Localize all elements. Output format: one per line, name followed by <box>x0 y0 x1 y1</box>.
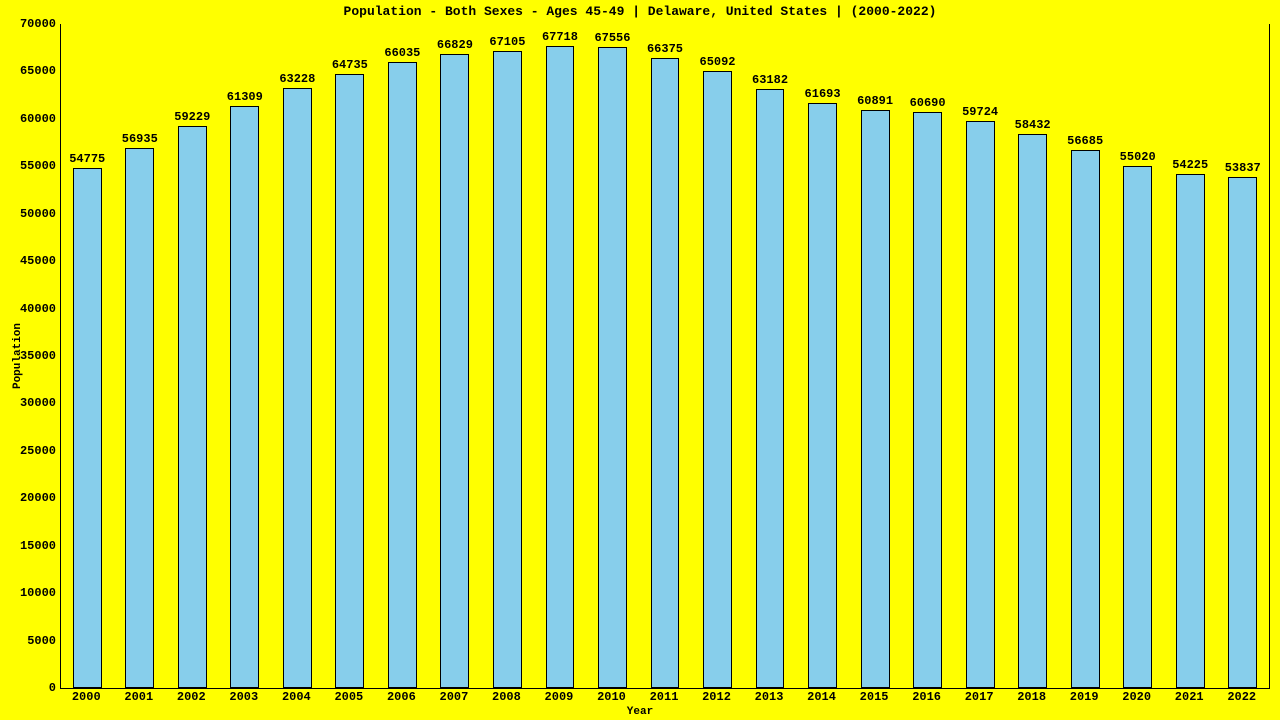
bar <box>178 126 207 688</box>
y-tick-label: 25000 <box>20 444 56 458</box>
y-tick-label: 55000 <box>20 159 56 173</box>
y-tick-label: 50000 <box>20 207 56 221</box>
bar <box>1176 174 1205 688</box>
x-tick-label: 2003 <box>229 690 258 704</box>
y-tick-label: 35000 <box>20 349 56 363</box>
bar-value-label: 54775 <box>57 152 117 166</box>
bar-value-label: 61309 <box>215 90 275 104</box>
bar <box>913 112 942 688</box>
x-tick-label: 2015 <box>860 690 889 704</box>
bar-value-label: 59724 <box>950 105 1010 119</box>
bar <box>546 46 575 688</box>
x-tick-label: 2002 <box>177 690 206 704</box>
bar <box>283 88 312 688</box>
y-tick-label: 10000 <box>20 586 56 600</box>
x-tick-label: 2005 <box>334 690 363 704</box>
bar-value-label: 66035 <box>372 46 432 60</box>
y-tick-label: 70000 <box>20 17 56 31</box>
bar <box>861 110 890 688</box>
bar-value-label: 67718 <box>530 30 590 44</box>
bar <box>125 148 154 688</box>
x-tick-label: 2014 <box>807 690 836 704</box>
bar <box>493 51 522 688</box>
bar-value-label: 63182 <box>740 73 800 87</box>
bar <box>1228 177 1257 688</box>
bar <box>598 47 627 688</box>
x-tick-label: 2020 <box>1122 690 1151 704</box>
x-tick-label: 2001 <box>124 690 153 704</box>
x-tick-label: 2000 <box>72 690 101 704</box>
x-tick-label: 2016 <box>912 690 941 704</box>
y-tick-label: 65000 <box>20 64 56 78</box>
bar-value-label: 53837 <box>1213 161 1273 175</box>
bar-value-label: 66375 <box>635 42 695 56</box>
x-tick-label: 2013 <box>755 690 784 704</box>
plot-area: 54775 56935 59229 61309 63228647356603566829… <box>60 24 1270 689</box>
bar <box>966 121 995 688</box>
chart-title: Population - Both Sexes - Ages 45-49 | D… <box>0 4 1280 19</box>
bar-value-label: 66829 <box>425 38 485 52</box>
x-tick-label: 2007 <box>440 690 469 704</box>
y-tick-label: 5000 <box>27 634 56 648</box>
x-tick-label: 2008 <box>492 690 521 704</box>
y-tick-label: 40000 <box>20 302 56 316</box>
x-tick-label: 2021 <box>1175 690 1204 704</box>
bar-value-label: 64735 <box>320 58 380 72</box>
bar-value-label: 58432 <box>1003 118 1063 132</box>
bar-value-label: 67105 <box>477 35 537 49</box>
bar-value-label: 60891 <box>845 94 905 108</box>
x-tick-label: 2011 <box>650 690 679 704</box>
bar <box>756 89 785 688</box>
bar-value-label: 56935 <box>110 132 170 146</box>
bar-value-label: 54225 <box>1160 158 1220 172</box>
bar-value-label: 55020 <box>1108 150 1168 164</box>
x-tick-label: 2018 <box>1017 690 1046 704</box>
y-tick-label: 0 <box>49 681 56 695</box>
y-tick-label: 20000 <box>20 491 56 505</box>
bar <box>335 74 364 688</box>
bar <box>388 62 417 688</box>
x-axis-label: Year <box>0 706 1280 718</box>
x-tick-label: 2004 <box>282 690 311 704</box>
bar-value-label: 56685 <box>1055 134 1115 148</box>
x-tick-label: 2009 <box>545 690 574 704</box>
bar-value-label: 60690 <box>898 96 958 110</box>
y-tick-label: 60000 <box>20 112 56 126</box>
x-tick-label: 2010 <box>597 690 626 704</box>
bar <box>808 103 837 688</box>
bar <box>1123 166 1152 688</box>
x-tick-label: 2022 <box>1227 690 1256 704</box>
y-tick-label: 45000 <box>20 254 56 268</box>
bar <box>1071 150 1100 688</box>
bar-value-label: 65092 <box>688 55 748 69</box>
chart-root: Population - Both Sexes - Ages 45-49 | D… <box>0 0 1280 720</box>
bar <box>1018 134 1047 688</box>
bar <box>440 54 469 688</box>
bar-value-label: 61693 <box>793 87 853 101</box>
y-tick-label: 30000 <box>20 396 56 410</box>
x-tick-label: 2006 <box>387 690 416 704</box>
bar <box>651 58 680 688</box>
bar <box>73 168 102 688</box>
y-axis-label: Population <box>12 316 24 396</box>
x-tick-label: 2017 <box>965 690 994 704</box>
bar <box>230 106 259 688</box>
bar <box>703 71 732 688</box>
x-tick-label: 2019 <box>1070 690 1099 704</box>
bar-value-label: 67556 <box>582 31 642 45</box>
y-tick-label: 15000 <box>20 539 56 553</box>
bar-value-label: 59229 <box>162 110 222 124</box>
bar-value-label: 63228 <box>267 72 327 86</box>
x-tick-label: 2012 <box>702 690 731 704</box>
